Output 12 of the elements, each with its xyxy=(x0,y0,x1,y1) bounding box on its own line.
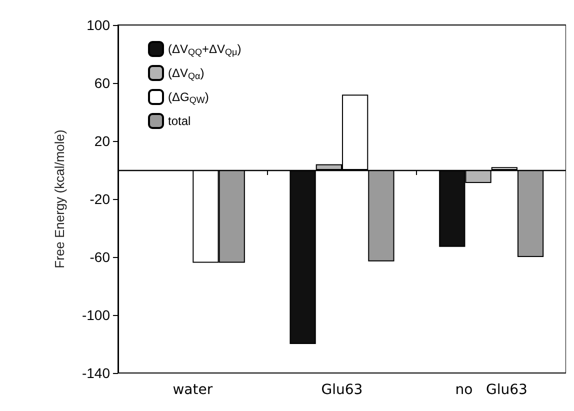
legend-label: total xyxy=(168,114,191,128)
y-tick-label: 100 xyxy=(86,17,110,33)
y-tick-label: 20 xyxy=(94,133,110,149)
y-tick-label: -140 xyxy=(82,365,110,381)
x-tick-label: water xyxy=(172,382,213,398)
x-tick-label: Glu63 xyxy=(321,382,363,398)
y-tick-label: -20 xyxy=(90,191,110,207)
y-tick-label: -100 xyxy=(82,307,110,323)
x-tick-label: no Glu63 xyxy=(455,382,528,398)
y-tick-label: -60 xyxy=(90,249,110,265)
y-axis-title: Free Energy (kcal/mole) xyxy=(52,130,67,268)
y-tick-label: 60 xyxy=(94,75,110,91)
